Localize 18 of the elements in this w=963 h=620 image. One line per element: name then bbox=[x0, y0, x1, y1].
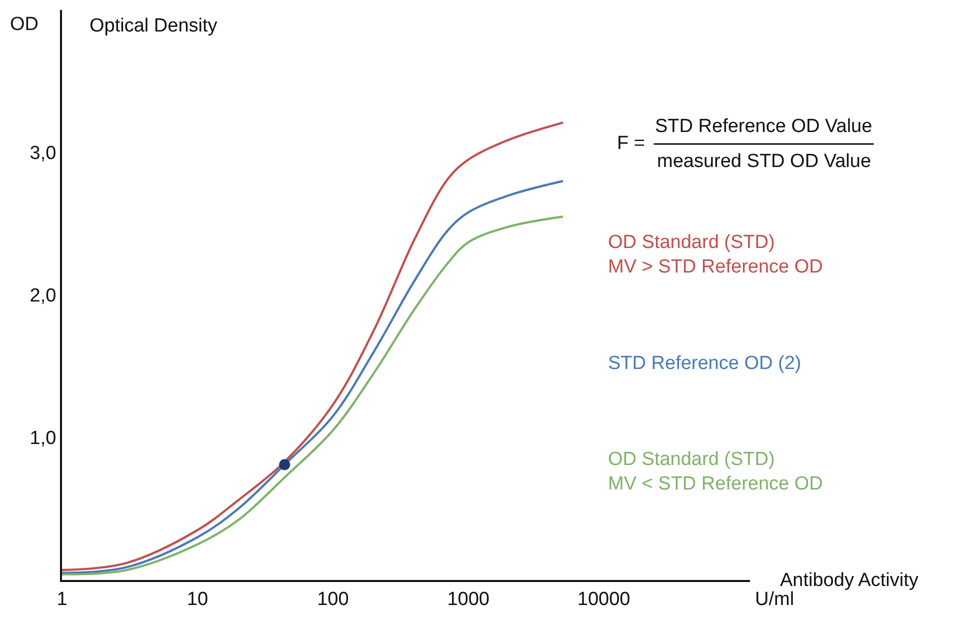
y-tick-label: 1,0 bbox=[30, 428, 56, 450]
x-axis-title: Antibody Activity bbox=[780, 570, 919, 591]
chart-title: Optical Density bbox=[90, 16, 218, 37]
x-tick-label: 1 bbox=[56, 588, 68, 610]
x-tick-label: 100 bbox=[317, 588, 349, 610]
annotation: F = bbox=[617, 133, 645, 154]
annotation: STD Reference OD Value bbox=[655, 116, 872, 137]
x-tick-label: 10000 bbox=[577, 588, 630, 610]
y-axis-title: OD bbox=[10, 14, 38, 35]
x-tick-label: 1000 bbox=[447, 588, 490, 610]
y-tick-label: 3,0 bbox=[30, 143, 56, 164]
text: OD Standard (STD) MV < STD Reference OD bbox=[608, 449, 823, 495]
text: OD Standard (STD) MV > STD Reference OD bbox=[608, 232, 823, 278]
text: STD Reference OD (2) bbox=[608, 353, 802, 374]
y-tick-label: 2,0 bbox=[30, 286, 56, 307]
annotation: measured STD OD Value bbox=[657, 151, 872, 172]
text: U/ml bbox=[755, 589, 794, 610]
x-tick-label: 10 bbox=[186, 588, 208, 610]
